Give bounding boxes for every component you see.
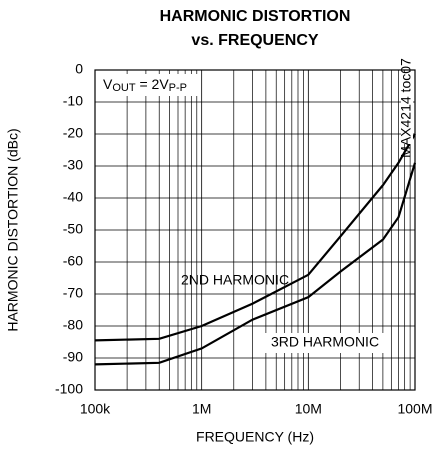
x-tick-label: 100k <box>80 401 111 417</box>
annotation-box <box>97 74 199 96</box>
series-label: 3RD HARMONIC <box>271 334 379 350</box>
x-tick-label: 100M <box>397 401 432 417</box>
chart-title: HARMONIC DISTORTION <box>160 8 351 25</box>
figure-id: MAX4214 toc07 <box>398 58 414 158</box>
y-tick-label: -60 <box>63 253 83 269</box>
data-line <box>94 162 417 366</box>
x-tick-label: 1M <box>192 401 211 417</box>
annotation-part: = 2V <box>136 76 170 92</box>
y-tick-label: 0 <box>75 61 83 77</box>
annotation-part: OUT <box>112 82 136 94</box>
y-tick-label: -10 <box>63 93 83 109</box>
y-axis-label: HARMONIC DISTORTION (dBc) <box>5 128 21 331</box>
annotation-part: P-P <box>169 82 187 94</box>
annotation: VOUT = 2VP-P <box>103 76 187 94</box>
plot-frame <box>94 69 416 391</box>
data-line <box>94 133 416 342</box>
label-box <box>265 333 385 353</box>
x-axis-label: FREQUENCY (Hz) <box>196 429 314 445</box>
y-tick-label: -40 <box>63 189 83 205</box>
y-tick-label: -80 <box>63 317 83 333</box>
annotation-part: V <box>103 76 113 92</box>
y-tick-label: -90 <box>63 349 83 365</box>
x-tick-label: 10M <box>295 401 322 417</box>
y-tick-label: -30 <box>63 157 83 173</box>
series-label: 2ND HARMONIC <box>181 272 289 288</box>
figure-id-box <box>401 72 413 144</box>
y-tick-label: -70 <box>63 285 83 301</box>
chart-title: vs. FREQUENCY <box>191 32 318 49</box>
y-tick-label: -20 <box>63 125 83 141</box>
y-tick-label: -100 <box>55 381 83 397</box>
y-tick-label: -50 <box>63 221 83 237</box>
